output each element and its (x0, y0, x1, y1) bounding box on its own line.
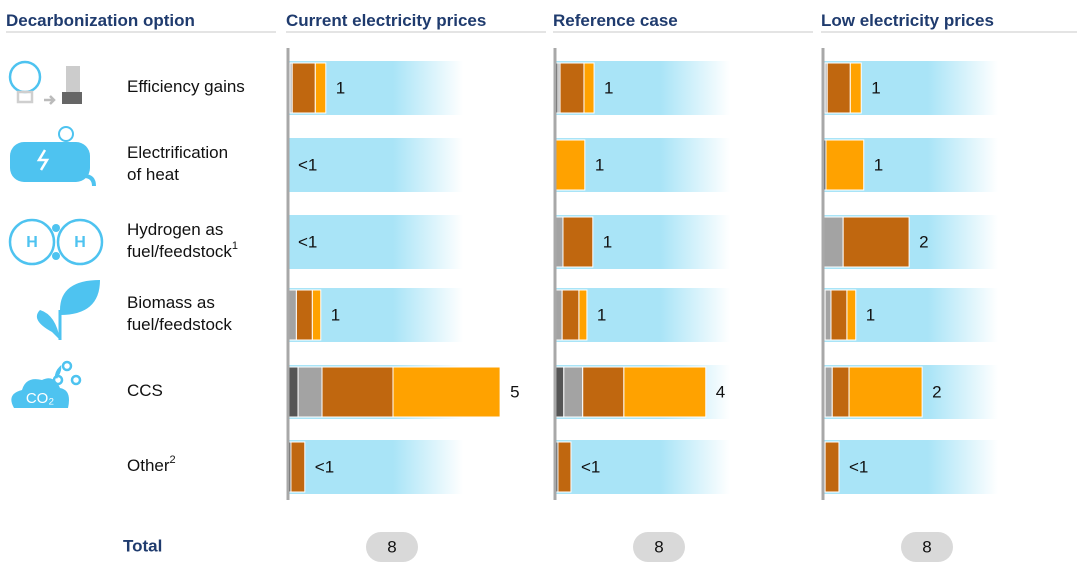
bar-segment (826, 62, 851, 114)
row-band (288, 440, 463, 494)
bar-segment (557, 441, 572, 493)
bar-segment (822, 216, 844, 268)
svg-text:H: H (74, 234, 86, 251)
total-pill (901, 532, 953, 562)
option-label: Other2 (127, 454, 176, 476)
value-label: 1 (871, 78, 880, 97)
value-label: <1 (315, 457, 334, 476)
column-header: Decarbonization option (6, 11, 195, 30)
bar-segment (321, 366, 394, 418)
bar-segment (848, 366, 923, 418)
panel-title: Current electricity prices (286, 11, 486, 30)
option-label-line: Biomass as (127, 293, 215, 312)
panel-title: Low electricity prices (821, 11, 994, 30)
value-label: 1 (336, 78, 345, 97)
bar-segment (583, 62, 595, 114)
bar-segment (563, 366, 584, 418)
value-label: 1 (597, 305, 606, 324)
option-label: CCS (127, 381, 163, 400)
bar-segment (842, 216, 910, 268)
bar-segment (392, 366, 501, 418)
svg-text:H: H (26, 234, 38, 251)
value-label: 1 (874, 155, 883, 174)
option-label: Hydrogen as fuel/feedstock1 (127, 220, 238, 261)
bar-segment (623, 366, 707, 418)
value-label: 1 (866, 305, 875, 324)
bar-segment (559, 62, 585, 114)
bar-segment (287, 366, 299, 418)
value-label: <1 (849, 457, 868, 476)
bar-segment (562, 216, 594, 268)
bar-segment (849, 62, 862, 114)
option-label-line: CCS (127, 381, 163, 400)
icon-co2: CO₂ (11, 360, 82, 408)
bar-segment (290, 441, 306, 493)
option-label-line: fuel/feedstock (127, 315, 232, 334)
total-value: 8 (387, 537, 396, 556)
total-value: 8 (922, 537, 931, 556)
option-label-line: Electrification (127, 143, 228, 162)
total-label: Total (123, 536, 162, 555)
bar-segment (846, 289, 857, 341)
option-label-line: Other (127, 456, 170, 475)
value-label: 1 (603, 232, 612, 251)
bar-segment (297, 366, 323, 418)
option-label: Biomass as fuel/feedstock (127, 293, 232, 334)
value-label: 2 (932, 382, 941, 401)
value-label: 5 (510, 382, 519, 401)
value-label: 4 (716, 382, 725, 401)
row-band (555, 440, 730, 494)
value-label: 1 (604, 78, 613, 97)
bar-segment (554, 139, 586, 191)
bar-segment (824, 289, 832, 341)
icon-hydrogen: H H (8, 218, 104, 266)
bar-segment (831, 366, 850, 418)
total-pill (366, 532, 418, 562)
bar-segment (311, 289, 322, 341)
value-label: <1 (298, 232, 317, 251)
icon-bulb (8, 60, 82, 105)
row-band (288, 138, 463, 192)
bar-segment (582, 366, 625, 418)
bar-segment (295, 289, 313, 341)
svg-text:CO₂: CO₂ (26, 390, 55, 407)
bar-segment (578, 289, 588, 341)
superscript: 2 (170, 454, 176, 466)
superscript: 1 (232, 240, 238, 252)
bar-segment (291, 62, 316, 114)
option-label-line: fuel/feedstock (127, 242, 232, 261)
icon-leaf (36, 280, 100, 340)
option-label-line: of heat (127, 165, 179, 184)
total-pill (633, 532, 685, 562)
value-label: 2 (919, 232, 928, 251)
row-band (823, 440, 998, 494)
value-label: <1 (298, 155, 317, 174)
bar-segment (314, 62, 327, 114)
bar-segment (824, 441, 840, 493)
option-label-line: Hydrogen as (127, 220, 223, 239)
panel-title: Reference case (553, 11, 678, 30)
value-label: <1 (581, 457, 600, 476)
option-label-line: Efficiency gains (127, 77, 245, 96)
bar-segment (830, 289, 848, 341)
value-label: 1 (331, 305, 340, 324)
option-label: Electrification of heat (127, 143, 228, 184)
total-value: 8 (654, 537, 663, 556)
value-label: 1 (595, 155, 604, 174)
bar-segment (824, 366, 833, 418)
option-label: Efficiency gains (127, 77, 245, 96)
icon-heater (10, 126, 96, 187)
bar-segment (825, 139, 865, 191)
row-band (288, 215, 463, 269)
bar-segment (561, 289, 580, 341)
